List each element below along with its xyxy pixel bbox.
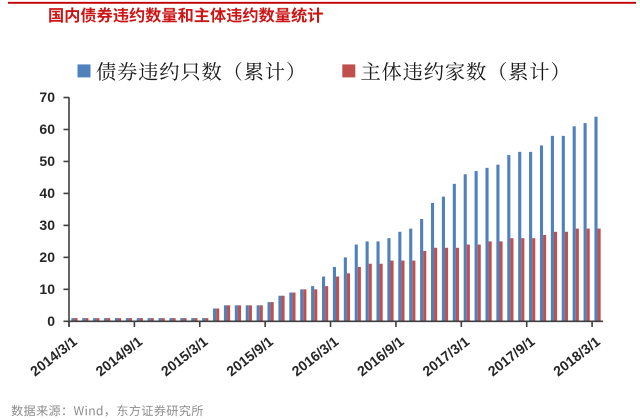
svg-text:10: 10 <box>39 281 55 297</box>
svg-text:0: 0 <box>47 313 55 329</box>
svg-text:30: 30 <box>39 217 55 233</box>
svg-text:60: 60 <box>39 121 55 137</box>
svg-text:20: 20 <box>39 249 55 265</box>
svg-text:40: 40 <box>39 185 55 201</box>
svg-text:70: 70 <box>39 89 55 105</box>
svg-text:50: 50 <box>39 153 55 169</box>
